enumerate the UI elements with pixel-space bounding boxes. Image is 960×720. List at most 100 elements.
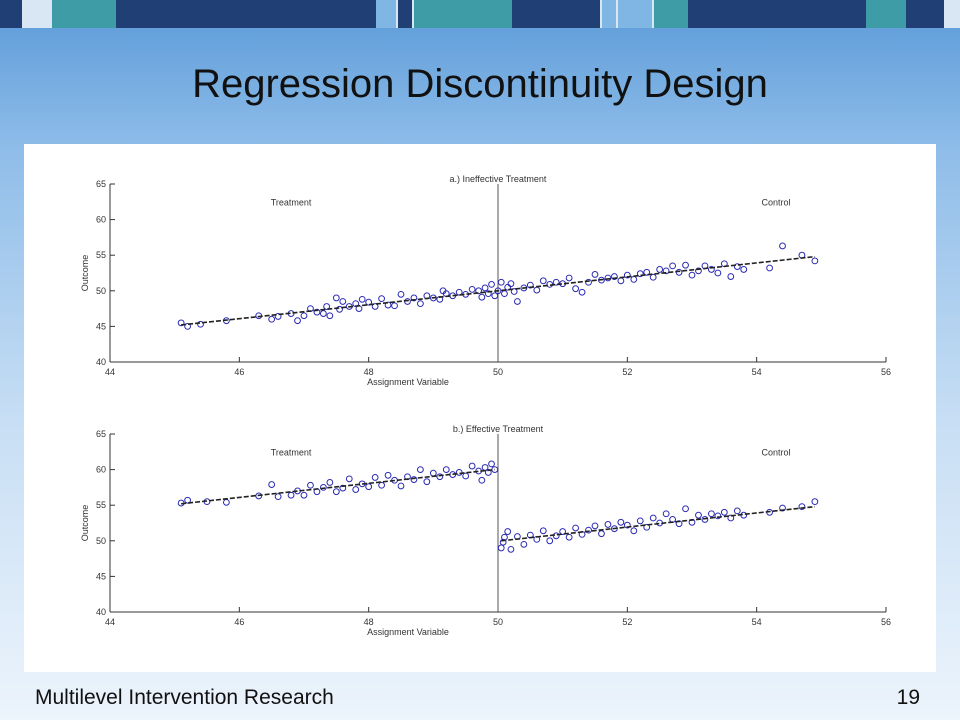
y-axis-label: Outcome [80, 255, 90, 292]
top-bar-segment [654, 0, 688, 28]
annotation-label: Treatment [271, 447, 312, 457]
slide-title: Regression Discontinuity Design [192, 62, 768, 106]
x-tick-label: 46 [234, 617, 244, 627]
y-tick-label: 60 [96, 465, 106, 475]
top-bar-segment [398, 0, 412, 28]
data-point [365, 483, 373, 491]
y-tick-label: 40 [96, 357, 106, 367]
data-point [323, 303, 331, 310]
data-point [417, 466, 424, 474]
data-point [371, 303, 379, 310]
rdd-figure: 44 46 48 50 52 54 56 40 45 50 55 60 65 a.) Ineffectiv… [80, 174, 891, 637]
data-point [649, 273, 657, 281]
data-point [539, 277, 547, 285]
data-point [501, 290, 508, 298]
data-point [598, 530, 605, 538]
y-tick-label: 65 [96, 429, 106, 439]
data-point [695, 267, 702, 275]
regression-line [181, 255, 815, 326]
data-point [733, 263, 741, 270]
data-point [336, 305, 343, 313]
data-point [662, 510, 670, 518]
figure-panel: 44 46 48 50 52 54 56 40 45 50 55 60 65 a.) Ineffectiv… [24, 144, 936, 672]
top-bar-segment [602, 0, 616, 28]
data-point [688, 271, 696, 279]
data-point [504, 528, 512, 535]
data-point [552, 278, 560, 286]
data-point [384, 301, 392, 309]
data-point [352, 486, 360, 493]
data-point [798, 503, 806, 511]
data-point [714, 269, 722, 277]
data-point [429, 469, 437, 477]
data-point [287, 491, 295, 499]
top-bar-segment [414, 0, 512, 28]
data-point [436, 473, 444, 481]
x-tick-label: 48 [364, 617, 374, 627]
data-point [300, 491, 308, 499]
regression-line [501, 505, 815, 542]
regression-line [181, 468, 495, 505]
y-tick-label: 60 [96, 215, 106, 225]
data-point [636, 270, 644, 278]
data-point [417, 300, 424, 308]
data-point [708, 266, 715, 273]
data-point [636, 517, 644, 525]
data-point [811, 498, 819, 506]
top-bar-segment [906, 0, 944, 28]
y-tick-label: 45 [96, 571, 106, 581]
y-tick-label: 45 [96, 321, 106, 331]
x-axis-label: Assignment Variable [367, 377, 449, 387]
data-point [617, 518, 625, 526]
data-point [332, 294, 340, 302]
data-point [779, 242, 786, 250]
data-point [365, 298, 373, 306]
data-point [572, 524, 579, 532]
annotation-label: Treatment [271, 197, 312, 207]
data-point [630, 527, 638, 535]
data-point [656, 266, 664, 273]
data-point [326, 312, 334, 320]
data-point [546, 537, 554, 545]
data-point [701, 516, 709, 523]
y-tick-label: 55 [96, 500, 106, 510]
data-point [423, 478, 431, 486]
data-point [223, 498, 230, 506]
x-tick-label: 48 [364, 367, 374, 377]
data-point [565, 274, 573, 282]
data-point [410, 476, 418, 483]
data-point [468, 462, 476, 470]
data-point [643, 523, 651, 531]
x-tick-label: 46 [234, 367, 244, 377]
x-axis-label: Assignment Variable [367, 627, 449, 637]
data-point [300, 312, 308, 320]
data-point [649, 514, 657, 522]
top-bar-segment [52, 0, 116, 28]
data-point [617, 277, 625, 285]
data-point [339, 484, 347, 492]
top-bar-segment [618, 0, 652, 28]
data-point [643, 268, 651, 276]
data-point [326, 479, 334, 486]
chart-title: b.) Effective Treatment [453, 424, 544, 434]
data-point [714, 512, 722, 520]
data-point [766, 264, 773, 272]
y-tick-label: 40 [96, 607, 106, 617]
data-point [268, 315, 276, 323]
chart-title: a.) Ineffective Treatment [450, 174, 547, 184]
x-tick-label: 54 [752, 617, 762, 627]
data-point [559, 528, 567, 535]
data-point [397, 290, 405, 298]
data-point [630, 276, 638, 283]
top-bar-segment [0, 0, 22, 28]
data-point [682, 505, 689, 513]
data-point [507, 545, 515, 553]
data-point [320, 310, 327, 317]
data-point [268, 481, 276, 488]
x-tick-label: 44 [105, 367, 115, 377]
x-tick-label: 56 [881, 617, 891, 627]
data-point [727, 514, 735, 522]
data-point [695, 511, 702, 519]
data-point [274, 493, 282, 501]
data-point [572, 285, 579, 293]
